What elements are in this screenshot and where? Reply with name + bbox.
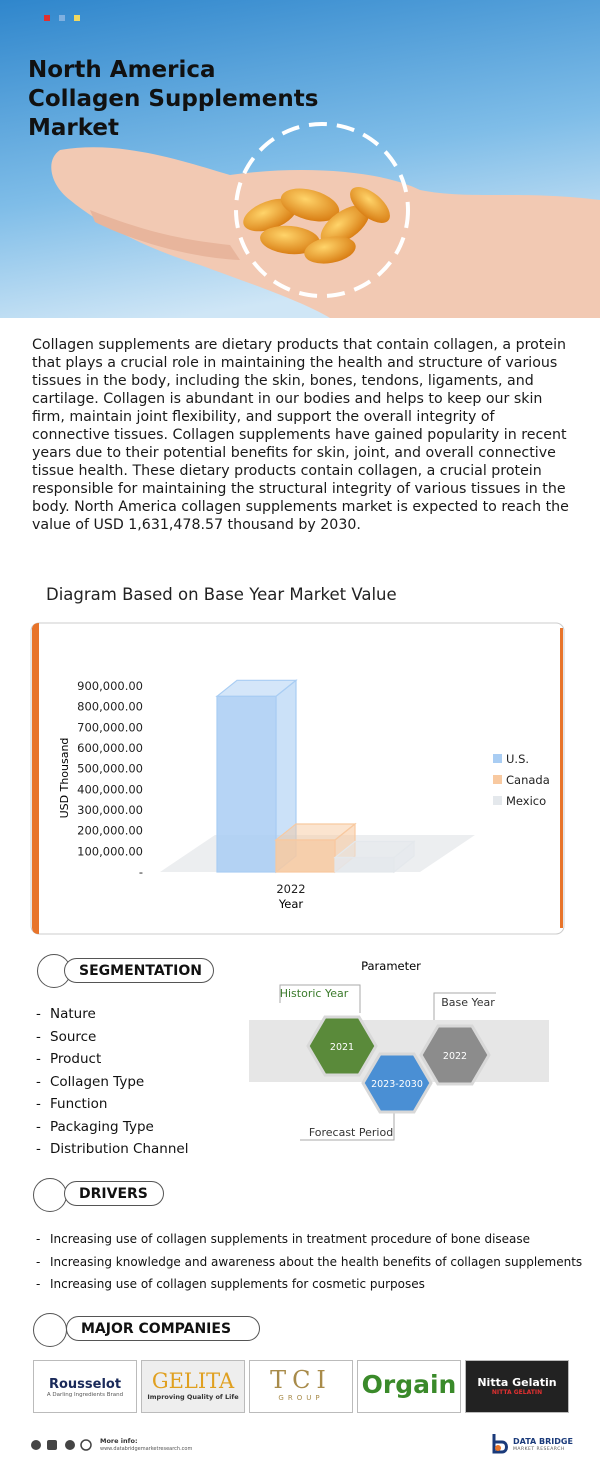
company-tagline: Improving Quality of Life [147,1393,239,1401]
section-title: MAJOR COMPANIES [66,1316,260,1341]
legend-swatch [493,775,502,784]
y-tick-label: 800,000.00 [77,700,143,714]
y-tick-label: 300,000.00 [77,803,143,817]
x-tick-label: 2022 [276,882,305,896]
segment-item: Collagen Type [36,1071,188,1094]
parameter-title: Parameter [361,959,421,973]
y-tick-label: 400,000.00 [77,782,143,796]
company-logo: Rousselot A Darling Ingredients Brand [33,1360,137,1413]
y-axis-label: USD Thousand [58,738,71,819]
segment-item: Distribution Channel [36,1138,188,1161]
footer-url[interactable]: www.databridgemarketresearch.com [100,1446,193,1452]
brand-name: DATA BRIDGE [513,1437,573,1446]
company-tagline: NITTA GELATIN [491,1389,543,1396]
company-name: GELITA [151,1369,235,1393]
legend-swatch [493,754,502,763]
bar [275,839,336,873]
y-tick-label: 600,000.00 [77,741,143,755]
page-title: North America Collagen Supplements Marke… [28,56,318,143]
company-logo: Orgain [357,1360,461,1413]
y-tick-label: 500,000.00 [77,762,143,776]
title-line: Collagen Supplements [28,86,319,112]
segment-item: Nature [36,1003,188,1026]
segment-item: Packaging Type [36,1116,188,1139]
x-axis-label: Year [278,897,304,911]
driver-item: Increasing knowledge and awareness about… [36,1251,582,1274]
y-tick-label: 200,000.00 [77,824,143,838]
segment-list: Nature Source Product Collagen Type Func… [36,1003,188,1161]
y-tick-label: 700,000.00 [77,720,143,734]
y-tick-label: 100,000.00 [77,844,143,858]
legend-label: Canada [506,773,550,787]
company-name: Orgain [361,1370,457,1399]
driver-item: Increasing use of collagen supplements f… [36,1273,582,1296]
base-label: Base Year [441,996,495,1009]
legend-label: Mexico [506,794,546,808]
driver-list: Increasing use of collagen supplements i… [36,1228,582,1296]
description: Collagen supplements are dietary product… [32,337,569,533]
segment-item: Product [36,1048,188,1071]
bar [216,695,277,873]
base-year: 2022 [443,1051,467,1062]
company-name: TCI [270,1366,332,1394]
company-logo: GELITA Improving Quality of Life [141,1360,245,1413]
segment-item: Function [36,1093,188,1116]
company-tagline: GROUP [278,1394,324,1402]
brand-mark [492,1434,508,1454]
forecast-years: 2023-2030 [371,1079,423,1090]
chart: USD Thousand Year - 100,000.00 200,000.00 3… [30,622,565,935]
forecast-label: Forecast Period [309,1126,393,1139]
driver-item: Increasing use of collagen supplements i… [36,1228,582,1251]
chart-title: Diagram Based on Base Year Market Value [46,585,397,604]
historic-year: 2021 [330,1042,354,1053]
y-tick-label: 900,000.00 [77,679,143,693]
drivers-icon [33,1178,67,1212]
company-name: Rousselot [48,1377,122,1392]
title-line: Market [28,115,120,141]
bar [334,856,395,873]
legend-label: U.S. [506,752,529,766]
historic-label: Historic Year [280,987,349,1000]
brand-sub: MARKET RESEARCH [513,1447,565,1452]
segment-item: Source [36,1026,188,1049]
legend-swatch [493,796,502,805]
parameter-panel: Parameter Historic Year Base Year Foreca… [234,955,564,1147]
section-title: DRIVERS [64,1181,164,1206]
more-info: More info: [100,1437,138,1445]
company-name: Nitta Gelatin [477,1376,557,1389]
y-tick-label: - [139,865,143,879]
company-logo: TCI GROUP [249,1360,353,1413]
title-line: North America [28,57,216,83]
section-title: SEGMENTATION [64,958,214,983]
hero-image [0,0,600,318]
company-tagline: A Darling Ingredients Brand [46,1392,124,1398]
companies-icon [33,1313,67,1347]
social-icons [31,1439,92,1451]
company-logo: Nitta Gelatin NITTA GELATIN [465,1360,569,1413]
